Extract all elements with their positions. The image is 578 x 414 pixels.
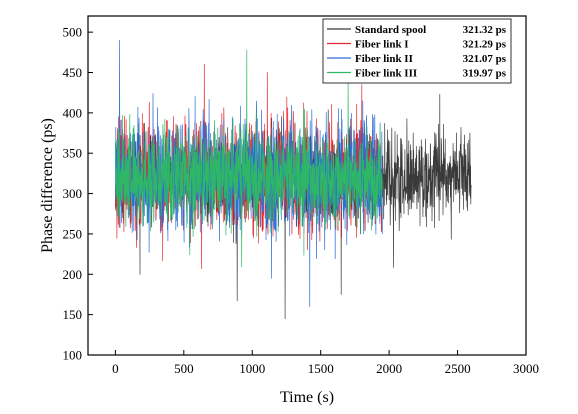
legend-series-name: Standard spool	[355, 24, 426, 36]
x-tick-label: 500	[174, 361, 194, 376]
x-tick-label: 2500	[445, 361, 471, 376]
y-tick-label: 300	[63, 186, 83, 201]
legend-series-value: 321.07 ps	[463, 53, 507, 65]
x-axis-label: Time (s)	[280, 389, 334, 406]
y-tick-label: 200	[63, 267, 83, 282]
y-tick-label: 400	[63, 105, 83, 120]
y-axis-label: Phase difference (ps)	[39, 118, 56, 253]
y-tick-label: 450	[63, 65, 83, 80]
x-tick-label: 0	[112, 361, 119, 376]
x-tick-label: 2000	[376, 361, 402, 376]
y-tick-label: 100	[63, 348, 83, 363]
ticks-layer: 0 500 1000 1500 2000 2500 3000 100 150 200 250 300 3…	[63, 25, 540, 376]
legend-series-name: Fiber link II	[355, 53, 413, 65]
legend-series-value: 321.32 ps	[463, 24, 507, 36]
y-tick-label: 500	[63, 25, 83, 40]
y-tick-label: 150	[63, 307, 83, 322]
series-layer	[115, 39, 472, 320]
y-tick-label: 350	[63, 146, 83, 161]
series-line-4	[115, 49, 383, 268]
plot-frame	[87, 15, 527, 356]
legend-series-value: 319.97 ps	[463, 68, 507, 80]
x-tick-label: 1500	[308, 361, 334, 376]
legend-series-name: Fiber link III	[355, 68, 417, 80]
x-tick-label: 3000	[513, 361, 539, 376]
legend-series-value: 321.29 ps	[463, 39, 507, 51]
y-tick-label: 250	[63, 226, 83, 241]
legend-series-name: Fiber link I	[355, 39, 409, 51]
legend: Standard spool 321.32 ps Fiber link I 321.2…	[322, 18, 512, 84]
x-tick-label: 1000	[239, 361, 265, 376]
legend-box	[322, 18, 512, 84]
